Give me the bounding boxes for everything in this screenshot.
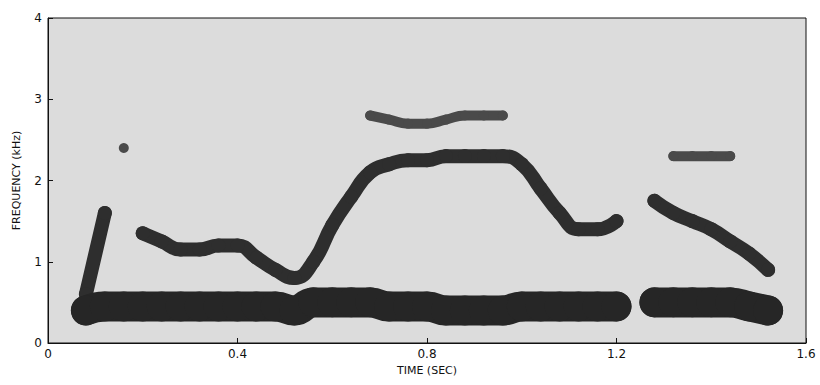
svg-text:FREQUENCY (kHz): FREQUENCY (kHz): [10, 131, 23, 231]
svg-text:4: 4: [34, 11, 42, 25]
svg-text:TIME (SEC): TIME (SEC): [396, 364, 457, 377]
svg-text:1: 1: [34, 255, 42, 269]
svg-text:1.6: 1.6: [796, 347, 815, 361]
svg-text:0: 0: [34, 336, 42, 350]
svg-text:1.2: 1.2: [607, 347, 626, 361]
svg-text:0.8: 0.8: [417, 347, 436, 361]
svg-text:0: 0: [44, 347, 52, 361]
svg-text:3: 3: [34, 92, 42, 106]
svg-text:0.4: 0.4: [228, 347, 247, 361]
svg-text:2: 2: [34, 174, 42, 188]
